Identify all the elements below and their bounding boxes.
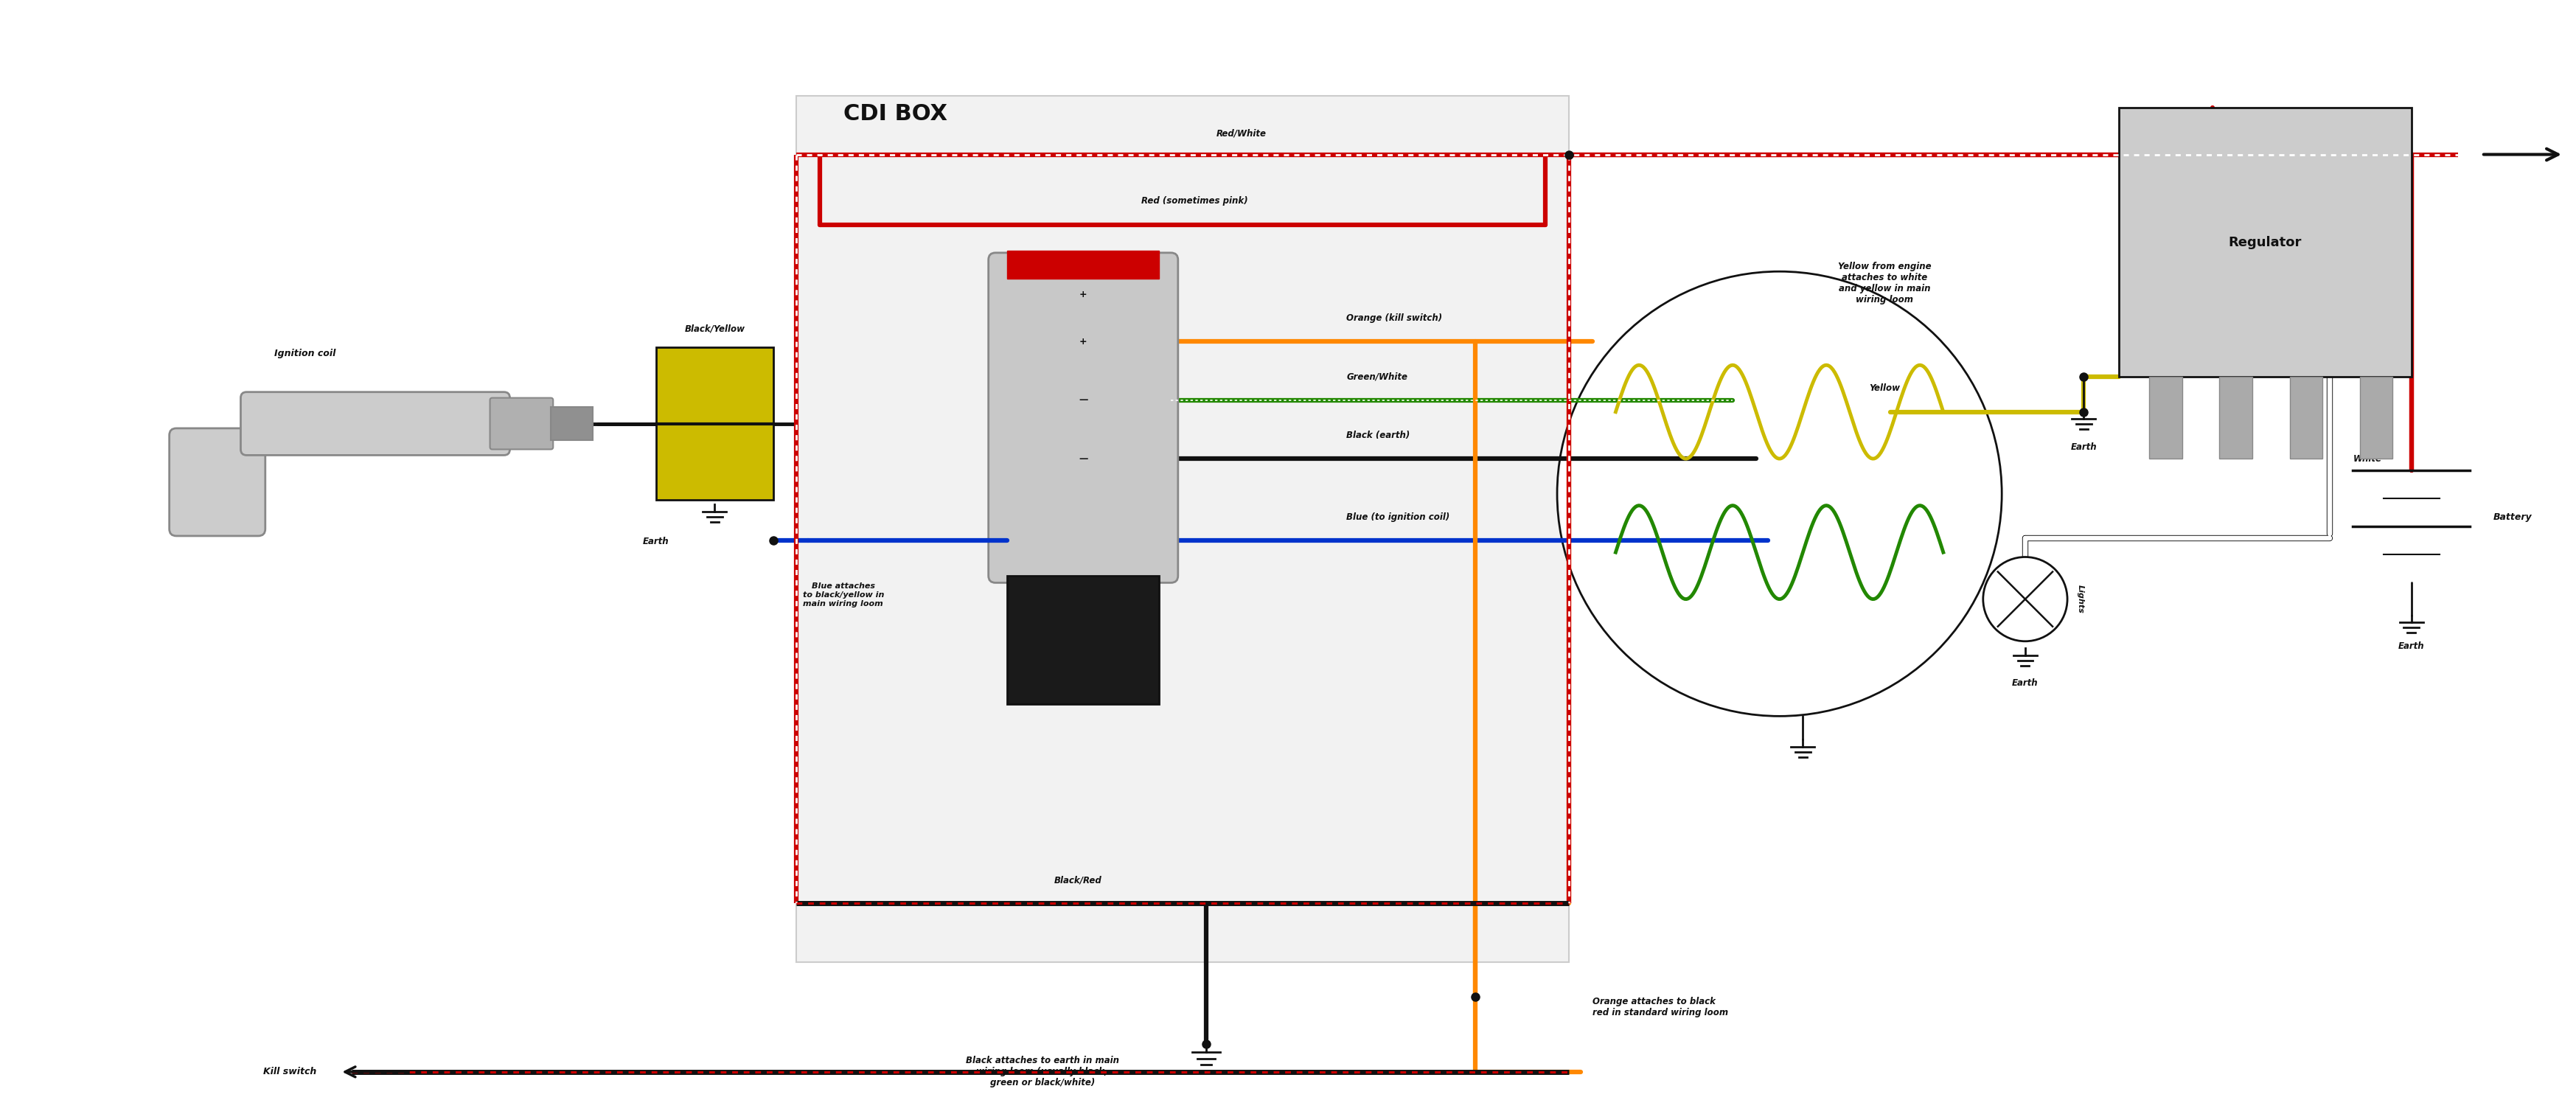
FancyBboxPatch shape xyxy=(489,398,554,449)
Text: Earth: Earth xyxy=(2398,642,2424,651)
Text: Red/White: Red/White xyxy=(1216,128,1267,138)
Text: White: White xyxy=(2352,453,2383,463)
Text: Black attaches to earth in main
wiring loom (usually black,
green or black/white: Black attaches to earth in main wiring l… xyxy=(966,1055,1118,1087)
Text: Lights: Lights xyxy=(2076,585,2084,614)
Text: Orange attaches to black
red in standard wiring loom: Orange attaches to black red in standard… xyxy=(1592,997,1728,1017)
Text: Blue (to ignition coil): Blue (to ignition coil) xyxy=(1347,512,1450,522)
Text: +: + xyxy=(1079,290,1087,300)
Circle shape xyxy=(1984,557,2069,642)
Text: Yellow: Yellow xyxy=(1870,383,1901,393)
Text: Regulator: Regulator xyxy=(2228,235,2303,248)
Text: Kill switch: Kill switch xyxy=(263,1067,317,1076)
Bar xyxy=(1007,576,1159,704)
FancyBboxPatch shape xyxy=(989,253,1177,583)
Text: Black/Red: Black/Red xyxy=(1054,876,1103,885)
Circle shape xyxy=(1556,272,2002,716)
Bar xyxy=(551,408,592,440)
Text: Orange (kill switch): Orange (kill switch) xyxy=(1347,313,1443,323)
Text: Earth: Earth xyxy=(2071,442,2097,452)
Bar xyxy=(2148,377,2182,459)
Text: Red (sometimes pink): Red (sometimes pink) xyxy=(1141,196,1247,206)
Text: —: — xyxy=(1079,395,1087,405)
Text: Battery: Battery xyxy=(2494,512,2532,522)
Bar xyxy=(2120,108,2411,377)
Bar xyxy=(657,348,773,500)
FancyBboxPatch shape xyxy=(170,428,265,536)
Bar xyxy=(796,96,1569,961)
Text: Green/White: Green/White xyxy=(1347,372,1406,382)
Bar xyxy=(2290,377,2324,459)
Text: Black/Yellow: Black/Yellow xyxy=(685,324,744,333)
Text: Earth: Earth xyxy=(644,537,670,547)
Text: Yellow from engine
attaches to white
and yellow in main
wiring loom: Yellow from engine attaches to white and… xyxy=(1839,262,1932,304)
Text: CDI BOX: CDI BOX xyxy=(842,102,948,125)
Bar xyxy=(1007,251,1159,278)
Bar xyxy=(2360,377,2393,459)
Text: Black (earth): Black (earth) xyxy=(1347,430,1409,440)
Text: Earth: Earth xyxy=(2012,678,2038,688)
Text: +: + xyxy=(1079,336,1087,346)
Text: Ignition coil: Ignition coil xyxy=(273,349,335,359)
Bar xyxy=(2221,377,2251,459)
Text: Blue attaches
to black/yellow in
main wiring loom: Blue attaches to black/yellow in main wi… xyxy=(804,583,884,607)
FancyBboxPatch shape xyxy=(240,392,510,456)
Text: —: — xyxy=(1079,453,1087,463)
